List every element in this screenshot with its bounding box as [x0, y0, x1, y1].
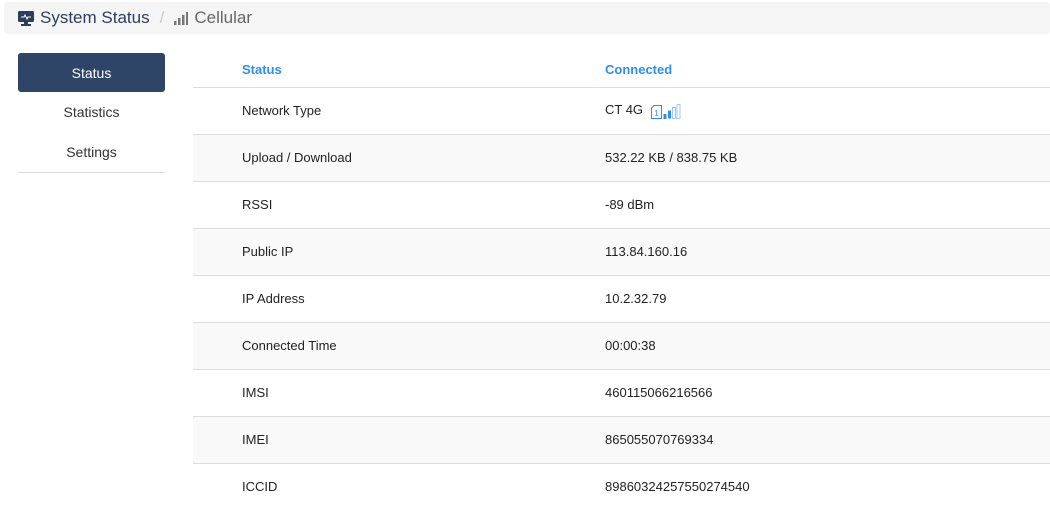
row-value: 00:00:38 — [605, 321, 1050, 369]
row-label: Network Type — [193, 86, 605, 134]
row-value: 10.2.32.79 — [605, 274, 1050, 322]
row-value: 532.22 KB / 838.75 KB — [605, 133, 1050, 181]
row-value: CT 4G 1 — [605, 86, 1050, 134]
row-label: ICCID — [193, 462, 605, 510]
table-row: Network Type CT 4G 1 — [193, 86, 1050, 134]
monitor-icon — [18, 10, 34, 26]
table-row: IMEI 865055070769334 — [193, 415, 1050, 463]
table-row: RSSI -89 dBm — [193, 180, 1050, 228]
row-value: 460115066216566 — [605, 368, 1050, 416]
table-row: Connected Time 00:00:38 — [193, 321, 1050, 369]
breadcrumb-separator: / — [159, 8, 165, 27]
sidebar-item-status[interactable]: Status — [18, 53, 165, 92]
sim-card-icon: 1 — [650, 104, 662, 119]
row-label: Upload / Download — [193, 133, 605, 181]
connection-status: Connected — [605, 52, 1050, 88]
table-row: IMSI 460115066216566 — [193, 368, 1050, 416]
breadcrumb-home-label: System Status — [40, 8, 150, 27]
breadcrumb-current-label: Cellular — [194, 8, 252, 27]
table-header: Status Connected — [193, 52, 1050, 88]
row-label: RSSI — [193, 180, 605, 228]
status-table: Status Connected Network Type CT 4G 1 Up… — [193, 52, 1050, 510]
table-row: ICCID 89860324257550274540 — [193, 462, 1050, 510]
row-value: 113.84.160.16 — [605, 227, 1050, 275]
svg-text:1: 1 — [654, 109, 659, 118]
sidebar-item-statistics[interactable]: Statistics — [63, 104, 120, 120]
table-row: Upload / Download 532.22 KB / 838.75 KB — [193, 133, 1050, 181]
row-label: IMSI — [193, 368, 605, 416]
row-label: Connected Time — [193, 321, 605, 369]
header-label: Status — [193, 52, 605, 88]
breadcrumb-current: Cellular — [174, 8, 252, 28]
network-type: CT 4G — [605, 102, 644, 118]
sim-signal-indicator: 1 — [650, 103, 681, 119]
row-value: 89860324257550274540 — [605, 462, 1050, 510]
row-value: 865055070769334 — [605, 415, 1050, 463]
row-label: IP Address — [193, 274, 605, 322]
row-value: -89 dBm — [605, 180, 1050, 228]
row-label: IMEI — [193, 415, 605, 463]
row-label: Public IP — [193, 227, 605, 275]
table-row: IP Address 10.2.32.79 — [193, 274, 1050, 322]
sidebar-item-settings[interactable]: Settings — [66, 144, 117, 160]
signal-strength-icon — [663, 103, 681, 119]
sidebar: Status Statistics Settings — [18, 53, 165, 173]
breadcrumb: System Status / Cellular — [4, 2, 1050, 34]
breadcrumb-home[interactable]: System Status — [18, 8, 150, 28]
sidebar-divider — [18, 172, 165, 173]
table-row: Public IP 113.84.160.16 — [193, 227, 1050, 275]
signal-icon — [174, 11, 189, 25]
